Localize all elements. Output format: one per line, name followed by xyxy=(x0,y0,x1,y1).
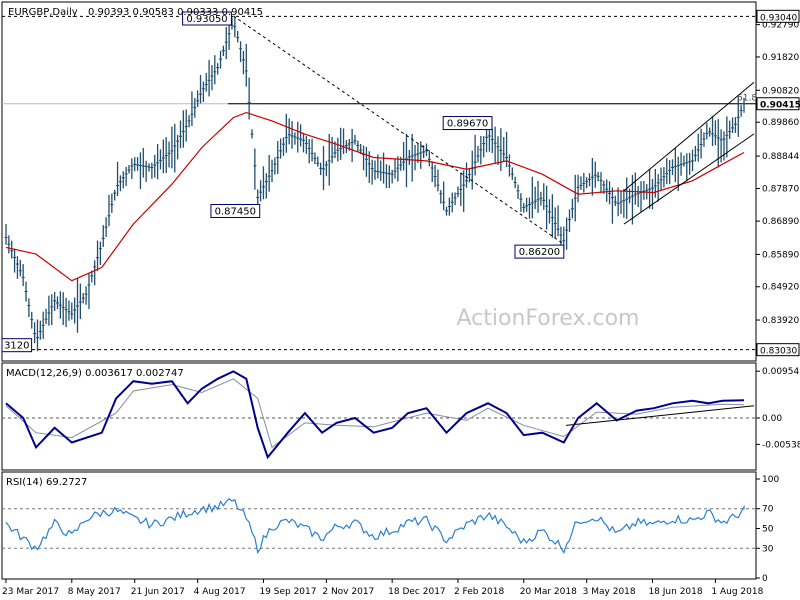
price-y-tick-label: 0.89860 xyxy=(762,118,799,128)
annotation-label-4: 3120 xyxy=(4,341,29,352)
x-tick-label: 3 May 2018 xyxy=(583,587,636,597)
x-tick-label: 2 Nov 2017 xyxy=(322,587,374,597)
x-tick-label: 19 Sep 2017 xyxy=(259,587,316,597)
price-y-tick-label: 0.88844 xyxy=(762,152,799,162)
watermark: ActionForex.com xyxy=(457,306,640,331)
macd-trend-line xyxy=(566,405,755,426)
x-tick-label: 21 Jun 2017 xyxy=(131,587,185,597)
rsi-y-tick-label: 0 xyxy=(762,574,768,584)
price-y-tick-label: 0.92790 xyxy=(762,21,799,31)
x-tick-label: 18 Jun 2018 xyxy=(648,587,702,597)
rsi-y-tick-label: 100 xyxy=(762,475,779,485)
price-y-tick-label: 0.83920 xyxy=(762,316,799,326)
price-header-symbol: EURGBP,Daily xyxy=(8,7,78,18)
x-tick-label: 20 Mar 2018 xyxy=(520,587,577,597)
trend-line-dashed xyxy=(233,15,565,245)
price-header-ohlc: 0.90393 0.90583 0.90333 0.90415 xyxy=(88,7,263,18)
moving-average-line xyxy=(5,111,745,282)
annotation-badge-4 xyxy=(1,338,33,353)
rsi-layer xyxy=(2,498,756,555)
level-axis-label-0: 0.93040 xyxy=(760,13,797,23)
rsi-panel-frame xyxy=(1,471,757,580)
annotation-badge-1 xyxy=(210,203,261,218)
annotation-badge-0 xyxy=(182,11,232,26)
rsi-y-tick-label: 30 xyxy=(762,544,774,554)
price-y-tick-label: 0.85890 xyxy=(762,250,799,260)
fib-level-label: 61.8 xyxy=(737,94,757,104)
x-tick-label: 23 Mar 2017 xyxy=(2,587,59,597)
level-axis-badge-0 xyxy=(756,9,800,23)
axis-layer: 0.92790 0.91820 0.90820 0.89860 0.88844 0.878… xyxy=(2,9,800,597)
price-y-tick-label: 0.91820 xyxy=(762,53,799,63)
annotation-label-3: 0.86200 xyxy=(519,247,560,258)
annotation-badge-2 xyxy=(442,116,493,131)
level-axis-badge-1 xyxy=(756,343,800,357)
macd-y-tick-label: 0.00954 xyxy=(762,367,799,377)
annotation-label-1: 0.87450 xyxy=(215,206,256,217)
channel-upper-line xyxy=(623,81,755,192)
channel-lower-line xyxy=(623,133,755,225)
price-layer: 61.8 0.93050 0.87450 0.89670 0.86200 3120 xyxy=(1,11,757,353)
annotation-label-2: 0.89670 xyxy=(447,119,488,130)
macd-layer xyxy=(2,370,756,460)
annotation-label-0: 0.93050 xyxy=(186,14,227,25)
x-tick-label: 18 Dec 2017 xyxy=(388,587,446,597)
rsi-line xyxy=(5,498,745,555)
rsi-y-tick-label: 50 xyxy=(762,525,774,535)
price-y-tick-label: 0.87870 xyxy=(762,184,799,194)
annotation-badge-3 xyxy=(514,244,565,259)
x-tick-label: 2 Feb 2018 xyxy=(454,587,505,597)
x-tick-label: 8 May 2017 xyxy=(68,587,121,597)
macd-panel-frame xyxy=(1,362,757,471)
last-price-badge xyxy=(756,97,800,111)
price-y-tick-label: 0.90820 xyxy=(762,86,799,96)
macd-y-tick-label: 0.00 xyxy=(762,414,782,424)
x-tick-label: 4 Aug 2017 xyxy=(194,587,246,597)
last-price-label: 0.90415 xyxy=(760,101,800,111)
rsi-header: RSI(14) 69.2727 xyxy=(6,477,87,488)
price-panel-frame xyxy=(1,1,757,362)
macd-y-tick-label: -0.00538 xyxy=(762,440,800,450)
price-y-tick-label: 0.86890 xyxy=(762,217,799,227)
x-tick-label: 1 Aug 2018 xyxy=(711,587,763,597)
level-axis-label-1: 0.83030 xyxy=(760,347,797,357)
rsi-y-tick-label: 70 xyxy=(762,505,774,515)
price-y-tick-label: 0.84920 xyxy=(762,283,799,293)
macd-header: MACD(12,26,9) 0.003617 0.002747 xyxy=(6,368,184,379)
macd-signal-line xyxy=(5,378,745,449)
